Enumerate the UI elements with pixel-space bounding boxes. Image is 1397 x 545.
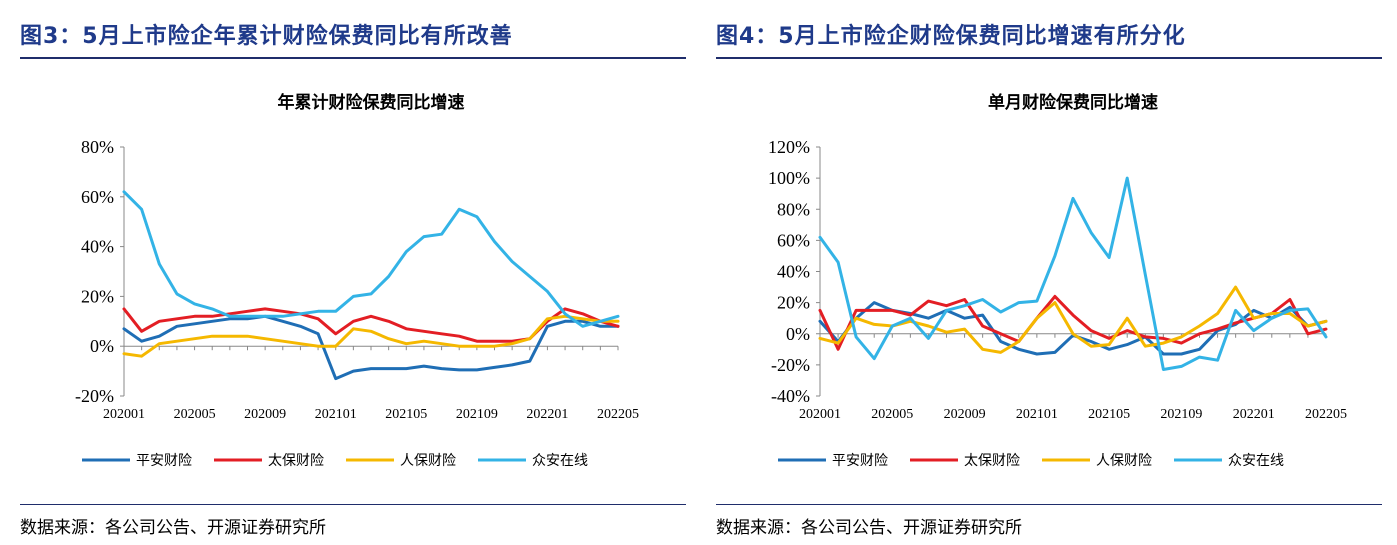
legend-label: 平安财险 <box>136 453 192 469</box>
monthly-premium-growth-chart: 单月财险保费同比增速 120% 100% 80% 60% 40% 20% 0% -20% -40%… <box>768 92 1347 469</box>
cumulative-premium-growth-chart: 年累计财险保费同比增速 80% 60% 40% 20% 0% -20%202001 20200… <box>75 92 639 469</box>
y-tick-label: -20% <box>771 355 810 375</box>
y-tick-label: 60% <box>777 230 810 250</box>
footer-rule <box>716 504 1382 505</box>
series-line-众安在线 <box>818 176 1328 371</box>
x-tick-label: 202105 <box>1088 407 1130 422</box>
x-tick-label: 202205 <box>1305 407 1347 422</box>
x-tick-label: 202005 <box>871 407 913 422</box>
x-tick-label: 202201 <box>526 407 568 422</box>
legend-label: 太保财险 <box>268 453 324 469</box>
footer-rule <box>20 504 686 505</box>
y-tick-label: 40% <box>777 262 810 282</box>
x-tick-label: 202109 <box>1160 407 1202 422</box>
y-tick-label: 60% <box>81 187 114 207</box>
x-tick-label: 202105 <box>385 407 427 422</box>
y-tick-label: 0% <box>90 336 114 356</box>
source-note: 数据来源：各公司公告、开源证券研究所 <box>716 518 1022 538</box>
legend-label: 太保财险 <box>964 453 1020 469</box>
figure-title: 图4：5月上市险企财险保费同比增速有所分化 <box>716 24 1186 49</box>
source-note: 数据来源：各公司公告、开源证券研究所 <box>20 518 326 538</box>
y-tick-label: 100% <box>768 168 810 188</box>
series-line-众安在线 <box>122 190 620 328</box>
x-tick-label: 202001 <box>103 407 145 422</box>
figure-title: 图3：5月上市险企年累计财险保费同比有所改善 <box>20 24 513 49</box>
x-tick-label: 202005 <box>174 407 216 422</box>
y-tick-label: 0% <box>786 324 810 344</box>
legend-label: 众安在线 <box>1228 453 1284 469</box>
x-tick-label: 202101 <box>1016 407 1058 422</box>
y-tick-label: 80% <box>777 199 810 219</box>
chart-title: 年累计财险保费同比增速 <box>278 92 465 113</box>
x-tick-label: 202009 <box>244 407 286 422</box>
chart-title: 单月财险保费同比增速 <box>988 92 1158 113</box>
x-tick-label: 202101 <box>315 407 357 422</box>
series-line-太保财险 <box>818 294 1328 351</box>
series-line-人保财险 <box>818 285 1328 354</box>
legend-label: 众安在线 <box>532 453 588 469</box>
y-tick-label: -20% <box>75 386 114 406</box>
legend-label: 人保财险 <box>1096 453 1152 469</box>
y-tick-label: 40% <box>81 237 114 257</box>
legend-label: 人保财险 <box>400 453 456 469</box>
title-rule <box>716 57 1382 59</box>
x-tick-label: 202109 <box>456 407 498 422</box>
y-tick-label: 120% <box>768 137 810 157</box>
y-tick-label: 20% <box>81 286 114 306</box>
y-tick-label: 20% <box>777 293 810 313</box>
x-tick-label: 202201 <box>1233 407 1275 422</box>
series-line-人保财险 <box>122 314 620 358</box>
y-tick-label: -40% <box>771 386 810 406</box>
y-tick-label: 80% <box>81 137 114 157</box>
x-tick-label: 202009 <box>944 407 986 422</box>
series-line-平安财险 <box>122 314 620 381</box>
x-tick-label: 202001 <box>799 407 841 422</box>
figure-panel-3: 图3：5月上市险企年累计财险保费同比有所改善 年累计财险保费同比增速 80% 60%… <box>20 0 690 545</box>
title-rule <box>20 57 686 59</box>
figure-panel-4: 图4：5月上市险企财险保费同比增速有所分化 单月财险保费同比增速 120% 100%… <box>716 0 1386 545</box>
legend-label: 平安财险 <box>832 453 888 469</box>
x-tick-label: 202205 <box>597 407 639 422</box>
